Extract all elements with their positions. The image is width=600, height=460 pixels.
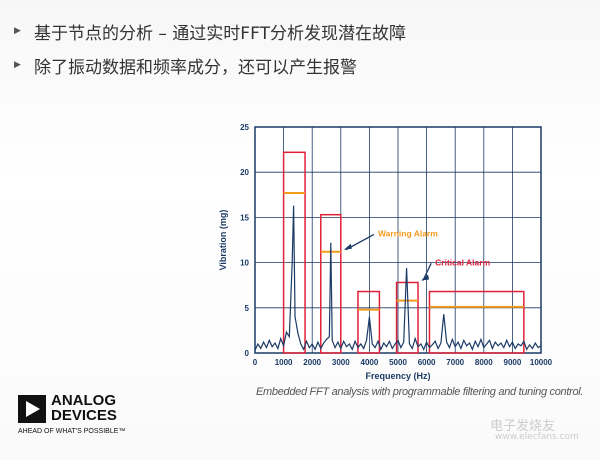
x-tick-label: 1000 bbox=[275, 358, 293, 367]
y-tick-label: 5 bbox=[245, 304, 250, 313]
x-tick-label: 10000 bbox=[530, 358, 553, 367]
annotation-label: Critical Alarm bbox=[435, 257, 490, 267]
watermark-cn: 电子发烧友 bbox=[490, 419, 556, 434]
x-tick-label: 2000 bbox=[303, 358, 321, 367]
logo-tagline: AHEAD OF WHAT'S POSSIBLE™ bbox=[18, 428, 126, 435]
bullet-item: ▶ 除了振动数据和频率成分，还可以产生报警 bbox=[14, 48, 406, 82]
arrowhead-icon bbox=[421, 274, 430, 281]
critical-alarm-box bbox=[282, 151, 306, 354]
bullet-marker-icon: ▶ bbox=[14, 26, 21, 36]
bullet-text: 除了振动数据和频率成分，还可以产生报警 bbox=[34, 57, 357, 78]
y-tick-label: 10 bbox=[240, 259, 249, 268]
bullet-marker-icon: ▶ bbox=[14, 60, 21, 70]
y-tick-label: 25 bbox=[240, 123, 249, 132]
x-tick-label: 9000 bbox=[504, 358, 522, 367]
x-tick-label: 6000 bbox=[418, 358, 436, 367]
x-tick-label: 3000 bbox=[332, 358, 350, 367]
chart-caption: Embedded FFT analysis with programmable … bbox=[256, 386, 584, 398]
annotation-label: Warning Alarm bbox=[378, 228, 438, 238]
watermark-url: www.elecfans.com bbox=[495, 432, 579, 442]
bullet-item: ▶ 基于节点的分析 – 通过实时FFT分析发现潜在故障 bbox=[14, 14, 406, 48]
logo-triangle-icon bbox=[18, 395, 46, 423]
x-tick-label: 4000 bbox=[361, 358, 379, 367]
y-tick-label: 0 bbox=[245, 349, 250, 358]
critical-alarm-box bbox=[357, 290, 381, 354]
y-tick-label: 15 bbox=[240, 213, 249, 222]
critical-alarm-box bbox=[428, 290, 525, 354]
x-tick-label: 0 bbox=[253, 358, 258, 367]
logo-name-2: DEVICES bbox=[51, 407, 117, 424]
arrowhead-icon bbox=[343, 243, 352, 250]
x-tick-label: 7000 bbox=[446, 358, 464, 367]
y-tick-label: 20 bbox=[240, 168, 249, 177]
spectrum-line bbox=[254, 205, 542, 351]
critical-alarm-box bbox=[320, 213, 342, 354]
y-axis-label: Vibration (mg) bbox=[218, 210, 228, 271]
x-tick-label: 8000 bbox=[475, 358, 493, 367]
x-tick-label: 5000 bbox=[389, 358, 407, 367]
bullet-list: ▶ 基于节点的分析 – 通过实时FFT分析发现潜在故障 ▶ 除了振动数据和频率成分，… bbox=[14, 14, 406, 82]
logo-name-1: ANALOG bbox=[51, 392, 116, 409]
x-axis-label: Frequency (Hz) bbox=[365, 371, 430, 381]
bullet-text: 基于节点的分析 – 通过实时FFT分析发现潜在故障 bbox=[34, 23, 406, 44]
